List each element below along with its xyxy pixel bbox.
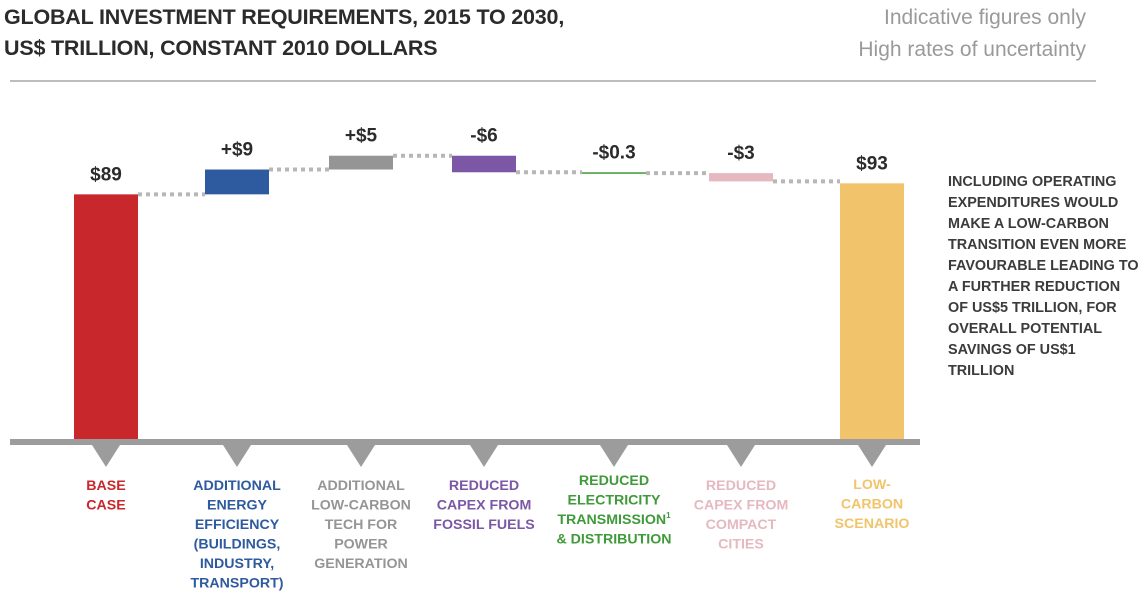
side-note: INCLUDING OPERATING EXPENDITURES WOULD M… <box>948 174 1139 379</box>
chart-title: GLOBAL INVESTMENT REQUIREMENTS, 2015 TO … <box>4 2 564 64</box>
axis-marker-reduced_capex_fossil_fuels <box>470 445 498 467</box>
category-label-reduced_electricity_transmission: REDUCED ELECTRICITY TRANSMISSION1 & DISTRIB… <box>556 473 671 548</box>
axis-marker-base_case <box>92 445 120 467</box>
category-label-additional_low_carbon_tech: ADDITIONAL LOW-CARBON TECH FOR POWER GENERAT… <box>311 478 411 572</box>
axis-marker-additional_low_carbon_tech <box>347 445 375 467</box>
category-label-reduced_capex_fossil_fuels: REDUCED CAPEX FROM FOSSIL FUELS <box>433 478 534 533</box>
value-label-reduced_electricity_transmission: -$0.3 <box>592 142 635 163</box>
axis-marker-additional_energy_efficiency <box>223 445 251 467</box>
bar-base_case <box>74 194 138 440</box>
category-label-reduced_capex_compact_cities: REDUCED CAPEX FROM COMPACT CITIES <box>694 478 789 553</box>
axis-marker-reduced_electricity_transmission <box>600 445 628 467</box>
disclaimer-line-1: Indicative figures only <box>884 6 1086 29</box>
disclaimer: Indicative figures only High rates of un… <box>858 2 1086 66</box>
value-label-low_carbon_scenario: $93 <box>856 153 888 174</box>
bar-additional_energy_efficiency <box>205 169 269 195</box>
category-label-low_carbon_scenario: LOW-CARBON SCENARIO <box>835 477 910 532</box>
axis-marker-low_carbon_scenario <box>858 445 886 467</box>
axis-marker-reduced_capex_compact_cities <box>727 445 755 467</box>
disclaimer-line-2: High rates of uncertainty <box>858 38 1086 61</box>
value-label-base_case: $89 <box>90 164 122 185</box>
bar-additional_low_carbon_tech <box>329 155 393 170</box>
bar-low_carbon_scenario <box>840 183 904 440</box>
chart-title-line-2: US$ TRILLION, CONSTANT 2010 DOLLARS <box>4 36 438 60</box>
value-label-additional_low_carbon_tech: +$5 <box>345 126 378 147</box>
value-label-reduced_capex_fossil_fuels: -$6 <box>470 126 497 147</box>
x-axis-baseline <box>10 439 920 445</box>
bar-reduced_electricity_transmission <box>582 172 646 174</box>
category-label-additional_energy_efficiency: ADDITIONAL ENERGY EFFICIENCY (BUILDINGS, IND… <box>190 478 283 592</box>
title-divider <box>10 80 1096 82</box>
category-label-base_case: BASE CASE <box>86 478 125 514</box>
value-label-reduced_capex_compact_cities: -$3 <box>727 143 754 164</box>
bar-reduced_capex_fossil_fuels <box>452 155 516 173</box>
bar-reduced_capex_compact_cities <box>709 173 773 182</box>
chart-title-line-1: GLOBAL INVESTMENT REQUIREMENTS, 2015 TO … <box>4 5 565 29</box>
value-label-additional_energy_efficiency: +$9 <box>221 140 253 161</box>
